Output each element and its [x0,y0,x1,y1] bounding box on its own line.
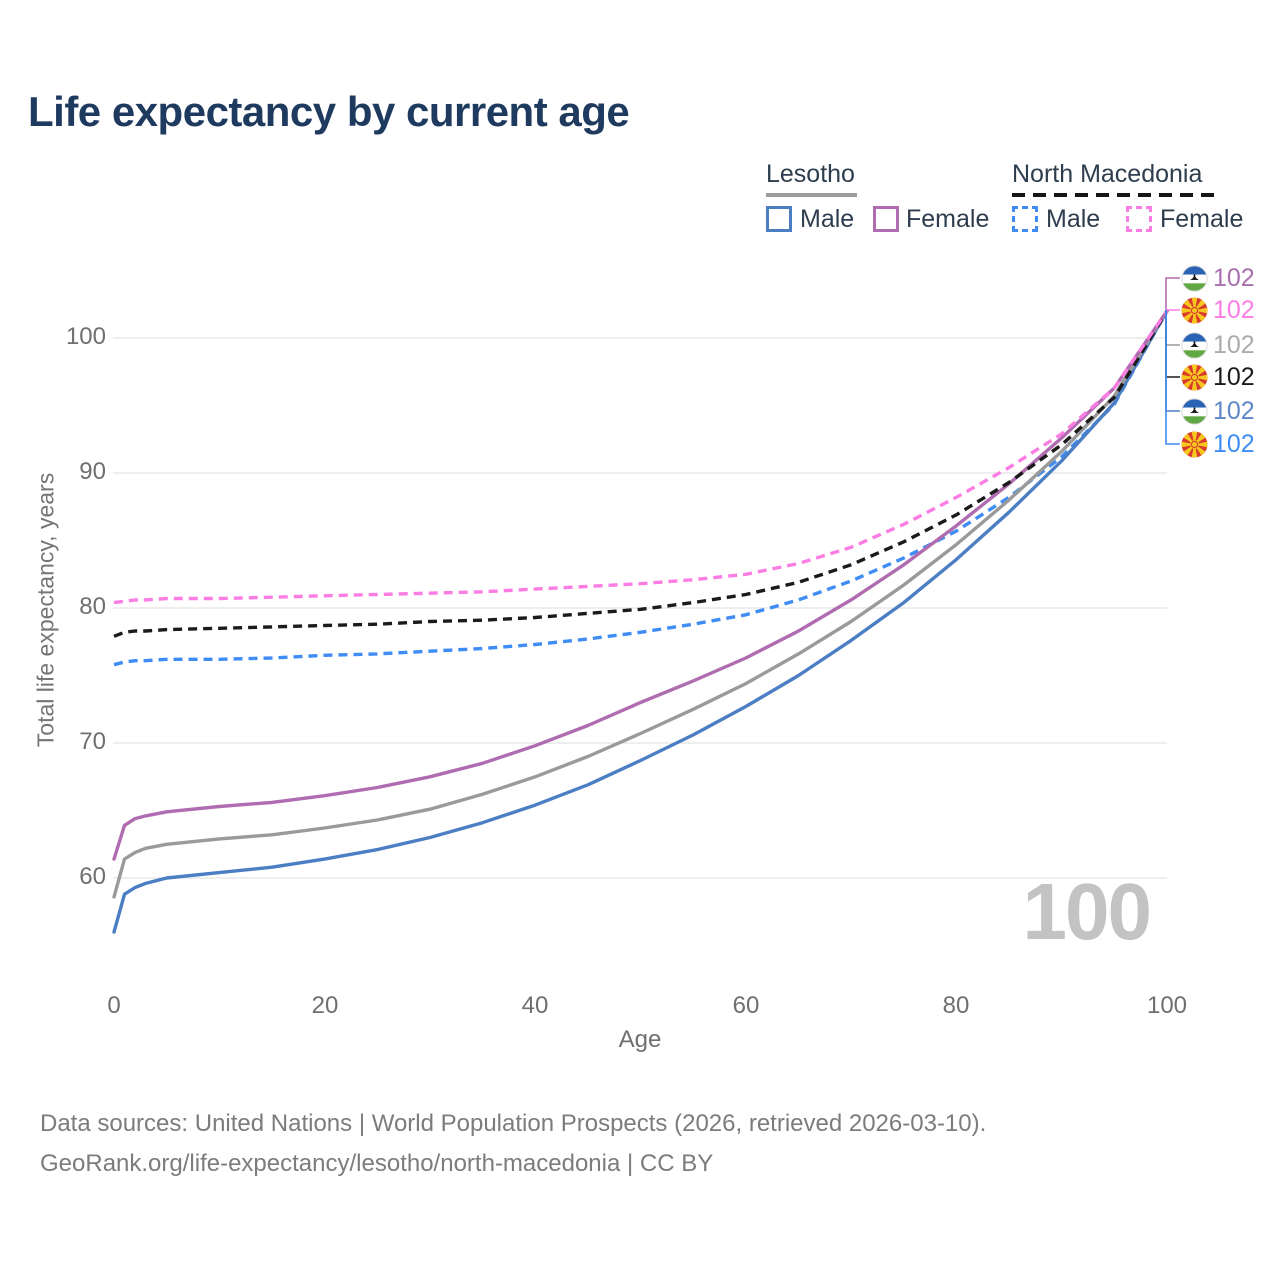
end-label-connector-lesotho_total [1165,310,1180,346]
end-label-value: 102 [1213,363,1255,391]
end-label-value: 102 [1213,296,1255,324]
x-tick-40: 40 [521,992,549,1019]
lesotho-flag-icon [1181,332,1208,359]
x-axis-title: Age [618,1026,662,1053]
series-line-nm_female [113,310,1169,605]
x-tick-60: 60 [732,992,760,1019]
legend-north-macedonia-dashed-rule [1012,193,1222,197]
end-label-value: 102 [1213,430,1255,458]
north-macedonia-flag-icon [1181,297,1208,324]
north-macedonia-flag-icon [1181,364,1208,391]
legend-swatch-lesotho-female[interactable] [873,206,899,232]
end-label-connector-nm_male [1165,310,1180,445]
series-line-nm_male [113,310,1169,667]
legend-group-north-macedonia[interactable]: North Macedonia [1012,160,1203,188]
lesotho-flag-icon [1181,398,1208,425]
end-label-connector-lesotho_male [1165,310,1180,412]
north-macedonia-flag-icon [1181,431,1208,458]
x-tick-0: 0 [107,992,121,1019]
y-tick-100: 100 [65,323,106,350]
y-tick-80: 80 [79,593,106,620]
end-label-value: 102 [1213,331,1255,359]
page-title: Life expectancy by current age [28,88,630,135]
legend-swatch-lesotho-male[interactable] [766,206,792,232]
x-tick-20: 20 [311,992,339,1019]
series-line-lesotho_female [112,309,1169,861]
y-tick-60: 60 [79,863,106,890]
series-line-lesotho_total [112,309,1169,899]
y-tick-90: 90 [79,458,106,485]
y-axis-title: Total life expectancy, years [32,472,59,748]
end-label-value: 102 [1213,264,1255,292]
x-tick-100: 100 [1146,992,1188,1019]
legend-label-lesotho-female[interactable]: Female [906,205,990,233]
legend-label-nm-male[interactable]: Male [1046,205,1101,233]
footer-attribution-link[interactable]: GeoRank.org/life-expectancy/lesotho/nort… [40,1150,714,1177]
series-line-nm_total [113,310,1169,638]
end-label-value: 102 [1213,397,1255,425]
legend-label-nm-female[interactable]: Female [1160,205,1244,233]
footer-data-sources: Data sources: United Nations | World Pop… [40,1110,987,1137]
legend-label-lesotho-male[interactable]: Male [800,205,855,233]
legend-group-lesotho[interactable]: Lesotho [766,160,855,188]
legend-swatch-nm-female[interactable] [1126,206,1152,232]
series-line-lesotho_male [112,309,1169,934]
y-tick-70: 70 [79,728,106,755]
end-label-connector-nm_total [1165,310,1180,378]
x-tick-80: 80 [942,992,970,1019]
legend-swatch-nm-male[interactable] [1012,206,1038,232]
lesotho-flag-icon [1181,265,1208,292]
legend-lesotho-solid-rule [766,193,857,197]
age-counter-watermark: 100 [1022,867,1152,956]
end-label-connector-lesotho_female [1165,277,1180,312]
